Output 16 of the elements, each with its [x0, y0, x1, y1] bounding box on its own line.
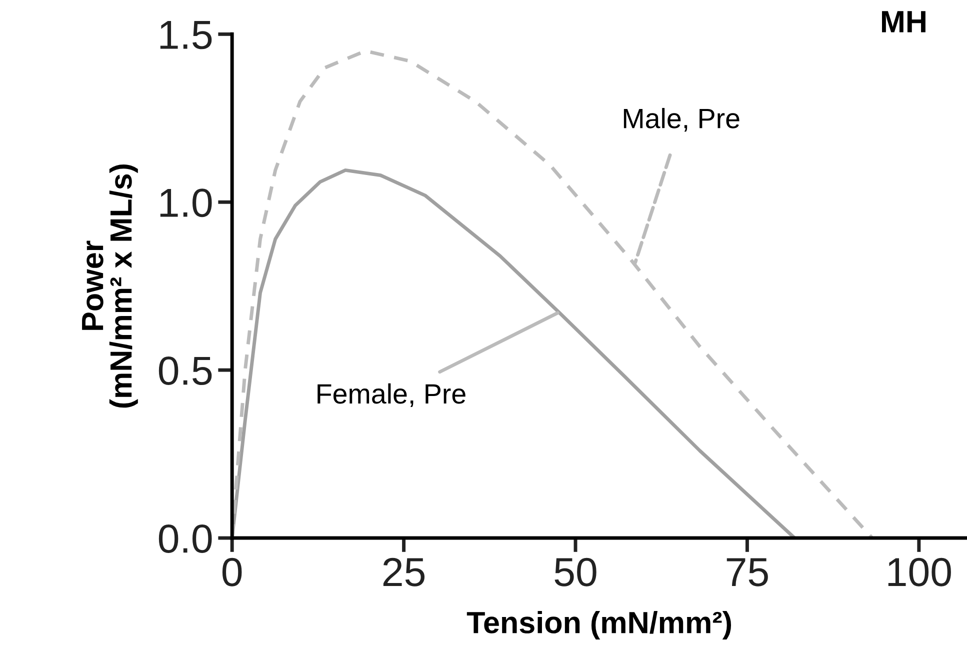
annotation: Male, Pre — [624, 108, 740, 132]
x-tick-label: 25 — [383, 558, 425, 586]
line-series — [232, 49, 874, 538]
x-tick-label: 50 — [554, 558, 596, 586]
y-tick-label: 0.0 — [158, 524, 212, 553]
y-tick-label: 1.5 — [160, 21, 212, 50]
y-tick-label: 0.5 — [158, 356, 212, 386]
x-tick-label: 100 — [888, 558, 951, 586]
x-tick-label: 75 — [726, 558, 768, 586]
x-axis-title: Tension (mN/mm²) — [466, 610, 732, 640]
x-tick-label: 0 — [222, 558, 242, 586]
y-tick-label: 1.0 — [160, 188, 212, 218]
chart-title: MH — [882, 11, 926, 32]
annotation: Female, Pre — [318, 383, 466, 408]
y-axis-title: Power (mN/mm² x ML/s) — [82, 164, 138, 408]
line-series — [232, 168, 796, 538]
